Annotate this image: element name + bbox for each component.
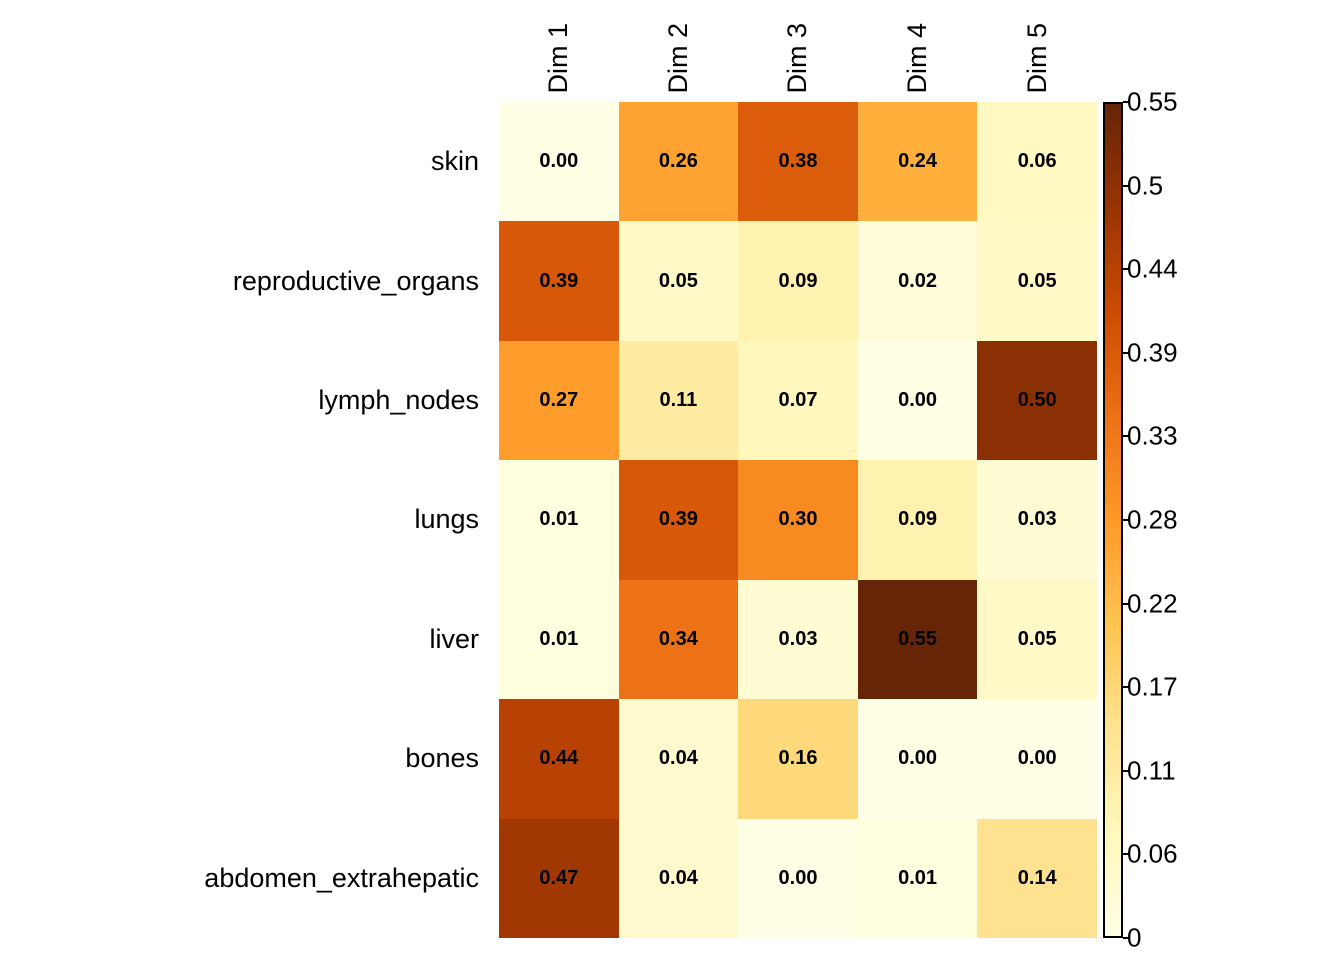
heatmap-cell-abdomen-extrahepatic-dim-3: 0.00 [738, 818, 858, 938]
colorbar-tick [1123, 602, 1130, 605]
heatmap-cell-abdomen-extrahepatic-dim-5: 0.14 [977, 818, 1097, 938]
colorbar-tick [1123, 686, 1130, 689]
colorbar-tick-label-0-5: 0.5 [1127, 170, 1164, 201]
heatmap-cell-liver-dim-1: 0.01 [499, 579, 619, 700]
row-label-bones: bones [405, 743, 479, 774]
heatmap-cell-abdomen-extrahepatic-dim-4: 0.01 [857, 818, 978, 938]
heatmap-cell-abdomen-extrahepatic-dim-1: 0.47 [499, 818, 619, 938]
heatmap-cell-skin-dim-1: 0.00 [499, 102, 619, 222]
heatmap-cell-lymph-nodes-dim-4: 0.00 [857, 340, 978, 461]
colorbar-tick-label-0-17: 0.17 [1127, 671, 1178, 702]
col-label-dim-3: Dim 3 [738, 0, 858, 94]
heatmap-cell-abdomen-extrahepatic-dim-2: 0.04 [618, 818, 739, 938]
heatmap-cell-bones-dim-3: 0.16 [738, 699, 858, 819]
colorbar-tick-label-0-11: 0.11 [1127, 755, 1176, 786]
col-label-dim-1: Dim 1 [499, 0, 619, 94]
heatmap-cell-liver-dim-5: 0.05 [977, 579, 1097, 700]
row-label-reproductive-organs: reproductive_organs [232, 265, 479, 296]
heatmap-cell-lymph-nodes-dim-1: 0.27 [499, 340, 619, 461]
heatmap-cell-lymph-nodes-dim-3: 0.07 [738, 340, 858, 461]
heatmap-cell-liver-dim-3: 0.03 [738, 579, 858, 700]
heatmap-cell-lungs-dim-5: 0.03 [977, 460, 1097, 580]
heatmap-cell-reproductive-organs-dim-1: 0.39 [499, 221, 619, 341]
colorbar-tick [1123, 101, 1130, 103]
heatmap-cell-reproductive-organs-dim-2: 0.05 [618, 221, 739, 341]
column-labels: Dim 1 Dim 2 Dim 3 Dim 4 Dim 5 [499, 0, 1097, 94]
heatmap-cell-liver-dim-4: 0.55 [857, 579, 978, 700]
heatmap-cell-skin-dim-3: 0.38 [738, 102, 858, 222]
heatmap-cell-lungs-dim-3: 0.30 [738, 460, 858, 580]
heatmap-cell-liver-dim-2: 0.34 [618, 579, 739, 700]
row-label-skin: skin [430, 146, 479, 177]
heatmap-cell-skin-dim-4: 0.24 [857, 102, 978, 222]
colorbar-tick-label-0-33: 0.33 [1127, 420, 1178, 451]
row-label-lungs: lungs [414, 504, 479, 535]
col-label-dim-4: Dim 4 [858, 0, 978, 94]
colorbar-tick-label-0-28: 0.28 [1127, 504, 1178, 535]
heatmap-cell-lymph-nodes-dim-5: 0.50 [977, 340, 1097, 461]
heatmap-cell-skin-dim-2: 0.26 [618, 102, 739, 222]
colorbar-tick [1123, 435, 1130, 438]
heatmap-cell-reproductive-organs-dim-3: 0.09 [738, 221, 858, 341]
row-label-abdomen-extrahepatic: abdomen_extrahepatic [204, 862, 479, 893]
colorbar-tick-label-0: 0 [1127, 922, 1142, 953]
col-label-text: Dim 3 [782, 23, 813, 94]
heatmap-cell-skin-dim-5: 0.06 [977, 102, 1097, 222]
heatmap-grid: 0.00 0.26 0.38 0.24 0.06 0.39 0.05 0.09 0.02 0.05… [499, 102, 1097, 938]
col-label-text: Dim 1 [543, 23, 574, 94]
colorbar-tick [1123, 937, 1130, 939]
col-label-text: Dim 5 [1021, 23, 1052, 94]
heatmap-cell-lungs-dim-1: 0.01 [499, 460, 619, 580]
heatmap-cell-reproductive-organs-dim-4: 0.02 [857, 221, 978, 341]
heatmap-cell-lungs-dim-2: 0.39 [618, 460, 739, 580]
colorbar-tick [1123, 769, 1130, 772]
heatmap-cell-reproductive-organs-dim-5: 0.05 [977, 221, 1097, 341]
heatmap-cell-lymph-nodes-dim-2: 0.11 [618, 340, 739, 461]
colorbar-tick [1123, 268, 1130, 271]
colorbar-tick [1123, 519, 1130, 521]
colorbar-tick-label-0-06: 0.06 [1127, 838, 1178, 869]
colorbar-tick-label-0-22: 0.22 [1127, 588, 1178, 619]
heatmap-cell-bones-dim-1: 0.44 [499, 699, 619, 819]
heatmap-cell-bones-dim-4: 0.00 [857, 699, 978, 819]
colorbar-tick [1123, 351, 1130, 354]
heatmap-cell-lungs-dim-4: 0.09 [857, 460, 978, 580]
colorbar-tick-label-0-44: 0.44 [1127, 253, 1178, 284]
colorbar-tick [1123, 184, 1130, 187]
colorbar-tick-label-0-55: 0.55 [1127, 86, 1178, 117]
col-label-dim-5: Dim 5 [977, 0, 1097, 94]
colorbar-gradient [1103, 102, 1123, 938]
col-label-text: Dim 2 [662, 23, 693, 94]
colorbar-tick [1123, 853, 1130, 856]
colorbar-tick-label-0-39: 0.39 [1127, 337, 1178, 368]
heatmap-cell-bones-dim-5: 0.00 [977, 699, 1097, 819]
row-label-liver: liver [429, 623, 479, 654]
row-label-lymph-nodes: lymph_nodes [318, 385, 479, 416]
col-label-dim-2: Dim 2 [619, 0, 739, 94]
col-label-text: Dim 4 [902, 23, 933, 94]
heatmap-cell-bones-dim-2: 0.04 [618, 699, 739, 819]
